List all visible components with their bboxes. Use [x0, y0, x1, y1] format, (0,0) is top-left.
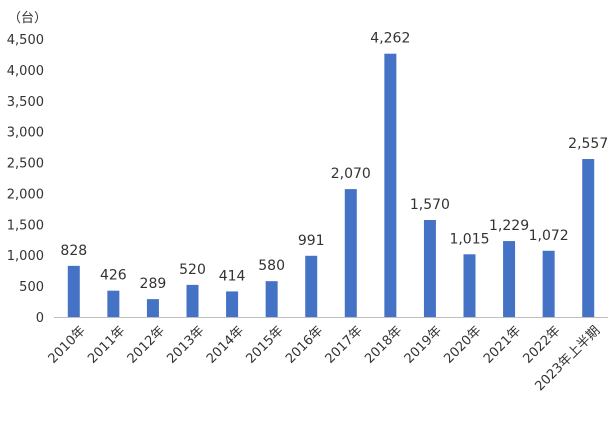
bar: [226, 291, 239, 317]
bar: [344, 189, 357, 317]
category-label: 2016年: [283, 323, 326, 366]
data-labels: 828 426 289 520 414 580 991 2,070 4,262 1,570 1,01…: [60, 31, 608, 292]
bar: [107, 290, 120, 317]
data-label: 414: [219, 268, 246, 284]
data-label: 828: [60, 243, 87, 259]
bar: [265, 281, 278, 317]
category-label: 2013年: [164, 323, 207, 366]
data-label: 4,262: [370, 31, 410, 47]
data-label: 520: [179, 262, 206, 278]
category-label: 2012年: [125, 323, 168, 366]
data-label: 1,015: [449, 231, 489, 247]
bar: [423, 220, 436, 317]
bar: [67, 265, 80, 317]
y-tick-label: 1,500: [7, 218, 44, 233]
category-labels: 2010年2011年2012年2013年2014年2015年2016年2017年…: [46, 323, 604, 394]
data-label: 1,570: [410, 197, 450, 213]
y-tick-label: 2,000: [7, 187, 44, 202]
category-label: 2019年: [402, 323, 445, 366]
category-label: 2020年: [441, 323, 484, 366]
bar: [463, 254, 476, 317]
y-tick-label: 3,500: [7, 95, 44, 110]
y-axis-unit-label: （台）: [8, 11, 47, 26]
category-label: 2010年: [46, 323, 89, 366]
y-tick-label: 4,000: [7, 64, 44, 79]
data-label: 1,229: [489, 218, 529, 234]
bar: [542, 250, 555, 317]
bar: [186, 284, 199, 317]
y-tick-label: 0: [36, 311, 44, 326]
category-label: 2021年: [481, 323, 524, 366]
bar: [503, 241, 516, 317]
y-axis-ticks: 0 500 1,000 1,500 2,000 2,500 3,000 3,500 4,000 4…: [7, 33, 44, 326]
category-label: 2018年: [362, 323, 405, 366]
category-label: 2015年: [243, 323, 286, 366]
category-label: 2014年: [204, 323, 247, 366]
data-label: 2,557: [568, 136, 608, 152]
y-tick-label: 4,500: [7, 33, 44, 48]
category-label: 2011年: [85, 323, 128, 366]
y-tick-label: 1,000: [7, 249, 44, 264]
bars: [67, 53, 595, 317]
bar: [384, 53, 397, 317]
y-tick-label: 3,000: [7, 126, 44, 141]
data-label: 289: [140, 276, 167, 292]
bar: [305, 255, 318, 317]
data-label: 991: [298, 233, 325, 249]
data-label: 1,072: [529, 228, 569, 244]
data-label: 426: [100, 268, 127, 284]
bar: [146, 299, 159, 317]
bar: [582, 159, 595, 317]
data-label: 580: [258, 258, 285, 274]
category-label: 2017年: [323, 323, 366, 366]
data-label: 2,070: [331, 166, 371, 182]
y-tick-label: 2,500: [7, 157, 44, 172]
y-tick-label: 500: [19, 280, 44, 295]
